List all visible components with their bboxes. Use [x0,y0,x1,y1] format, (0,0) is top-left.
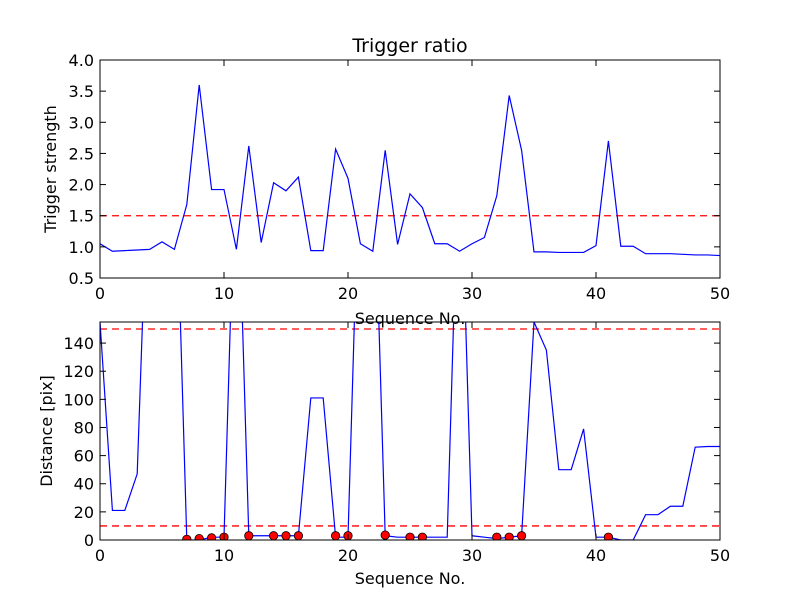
trigger-marker [417,532,427,540]
y-tick-label: 0 [84,531,94,550]
chart-title: Trigger ratio [351,35,467,57]
trigger-marker [492,532,502,540]
x-tick-label: 10 [214,546,234,565]
y-axis-label: Trigger strength [41,105,60,234]
y-tick-label: 20 [74,503,94,522]
axes-frame [99,59,721,279]
y-tick-label: 1.5 [69,207,94,226]
x-tick-label: 0 [95,546,105,565]
y-tick-label: 60 [74,447,94,466]
y-tick-label: 3.5 [69,82,94,101]
y-tick-label: 140 [63,334,94,353]
trigger-marker [207,533,217,540]
x-tick-label: 50 [710,546,730,565]
x-tick-label: 30 [462,284,482,303]
trigger-marker [194,533,204,540]
x-axis-label: Sequence No. [355,569,466,588]
x-tick-label: 0 [95,284,105,303]
trigger-marker [281,531,291,540]
series-line [100,84,720,257]
trigger-marker [504,532,514,540]
trigger-marker [293,531,303,540]
y-tick-label: 3.0 [69,113,94,132]
y-tick-label: 2.5 [69,144,94,163]
x-tick-label: 40 [586,546,606,565]
y-tick-label: 100 [63,390,94,409]
trigger-marker [603,532,613,540]
trigger-marker [517,531,527,540]
x-tick-label: 20 [338,546,358,565]
trigger-marker [244,531,254,540]
trigger-marker [380,530,390,540]
trigger-marker [405,532,415,540]
x-tick-label: 30 [462,546,482,565]
plot-area [100,322,720,540]
axis-ticks: 0 10 20 30 40 50 0 20 40 60 80 100 120 140 [63,322,730,565]
x-tick-label: 10 [214,284,234,303]
y-tick-label: 1.0 [69,238,94,257]
axes-frame [99,321,721,541]
x-tick-label: 50 [710,284,730,303]
y-tick-label: 80 [74,418,94,437]
trigger-marker [182,534,192,540]
y-tick-label: 40 [74,475,94,494]
y-tick-label: 4.0 [69,51,94,70]
distance-panel: 0 10 20 30 40 50 0 20 40 60 80 100 120 140 Sequence N… [37,321,730,588]
trigger-ratio-panel: Trigger ratio 0 10 20 30 40 50 0.5 1.0 1.5 2.0 2.5… [41,35,730,328]
y-tick-label: 120 [63,362,94,381]
axis-ticks: 0 10 20 30 40 50 0.5 1.0 1.5 2.0 2.5 3.0 3.5 4.0 [69,51,731,303]
trigger-marker [269,531,279,540]
x-tick-label: 20 [338,284,358,303]
y-tick-label: 2.0 [69,176,94,195]
y-tick-label: 0.5 [69,269,94,288]
x-axis-label: Sequence No. [355,309,466,328]
x-tick-label: 40 [586,284,606,303]
trigger-marker [331,531,341,540]
plot-area [100,84,720,257]
y-axis-label: Distance [pix] [37,375,56,487]
